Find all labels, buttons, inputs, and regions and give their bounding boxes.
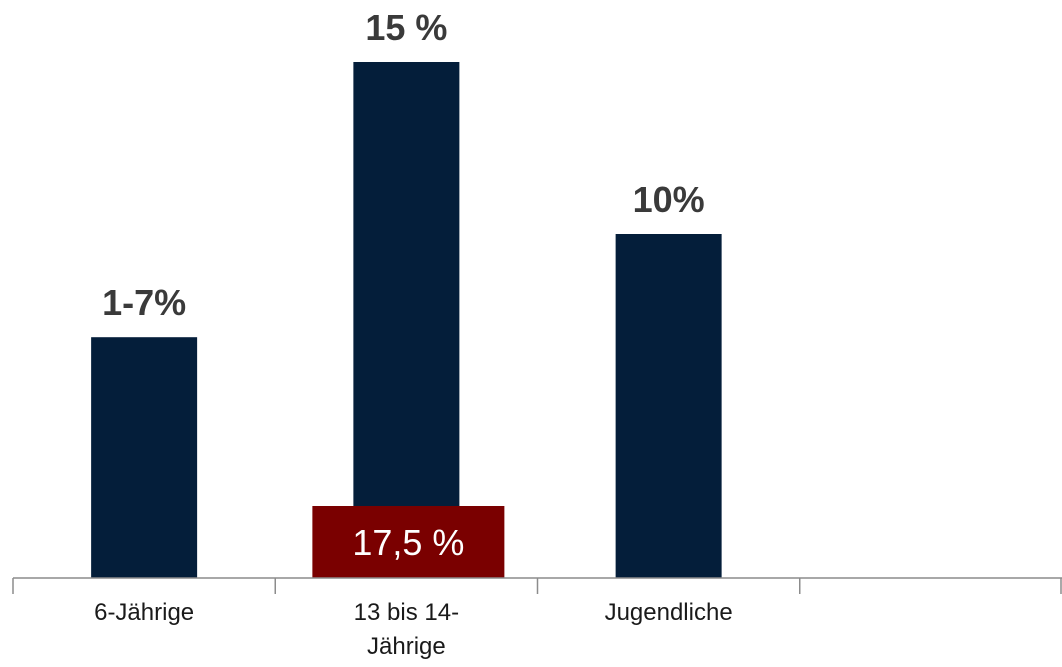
- bar-1: [353, 62, 460, 578]
- value-label-1: 15 %: [365, 7, 447, 48]
- bar-0: [91, 337, 198, 578]
- value-label-2: 10%: [633, 179, 705, 220]
- callouts-group: 17,5 %: [312, 506, 505, 578]
- x-tick-label-2: Jugendliche: [605, 599, 733, 626]
- x-tick-label-1: 13 bis 14-Jährige: [354, 599, 459, 660]
- bars-group: [91, 62, 722, 578]
- callout-0: 17,5 %: [312, 506, 505, 578]
- callout-box: [312, 506, 505, 578]
- x-tick-labels-group: 6-Jährige 13 bis 14-Jährige Jugendliche: [94, 599, 733, 660]
- x-axis: [12, 577, 1062, 594]
- x-tick-label-0: 6-Jährige: [94, 599, 194, 626]
- bar-2: [615, 234, 722, 578]
- value-labels-group: 1-7% 15 % 10%: [102, 7, 705, 323]
- value-label-0: 1-7%: [102, 282, 186, 323]
- callout-text: 17,5 %: [352, 522, 464, 563]
